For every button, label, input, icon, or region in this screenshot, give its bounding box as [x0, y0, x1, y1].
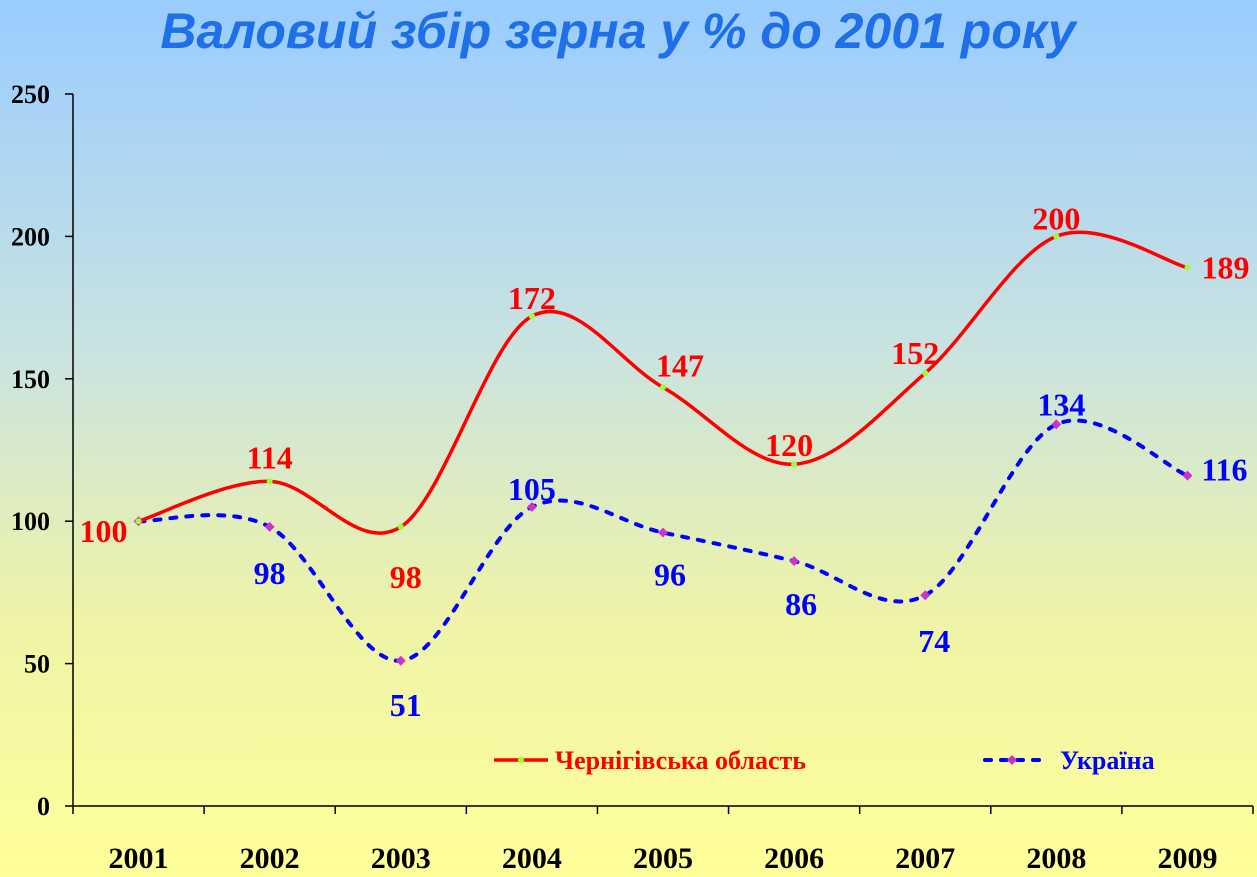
y-tick-label: 100 — [11, 507, 50, 536]
y-tick-label: 200 — [11, 222, 50, 251]
data-label: 147 — [656, 347, 704, 383]
x-tick-label: 2007 — [895, 842, 955, 875]
series-line-0 — [136, 230, 1190, 535]
data-label: 98 — [254, 555, 286, 591]
series-marker — [920, 590, 931, 601]
series-marker — [658, 527, 668, 538]
series-line-1 — [136, 418, 1190, 663]
x-tick-label: 2009 — [1157, 842, 1217, 875]
data-label: 100 — [80, 513, 128, 549]
x-tick-label: 2006 — [764, 842, 824, 875]
series-marker — [789, 556, 800, 567]
x-tick-label: 2008 — [1026, 842, 1086, 875]
data-label: 152 — [891, 335, 939, 371]
data-label: 96 — [654, 557, 686, 593]
series-marker — [1051, 419, 1062, 430]
data-label: 134 — [1037, 386, 1085, 422]
axes: 0 50 100 150 200 250 2001 2002 2003 2004 2005 2006 2… — [11, 80, 1254, 875]
legend-swatch-marker — [1007, 755, 1017, 765]
x-tick-label: 2001 — [109, 842, 169, 875]
data-label: 172 — [508, 280, 556, 316]
data-label: 51 — [390, 687, 422, 723]
series-marker — [135, 518, 142, 525]
chart-title: Валовий збір зерна у % до 2001 року — [160, 3, 1077, 59]
data-label: 120 — [765, 427, 813, 463]
data-label: 98 — [390, 559, 422, 595]
series-marker — [395, 655, 406, 666]
data-label: 74 — [918, 623, 950, 659]
series-marker — [526, 502, 537, 512]
series-marker — [1184, 264, 1191, 271]
legend-label: Чернігівська область — [555, 746, 806, 775]
y-tick-label: 150 — [11, 365, 50, 394]
series-marker — [264, 521, 275, 532]
legend-swatch-marker — [518, 757, 524, 763]
series-marker — [1053, 233, 1060, 240]
series-marker — [528, 313, 535, 320]
series-marker — [922, 370, 929, 377]
series-marker — [660, 384, 666, 391]
data-label: 114 — [247, 439, 293, 475]
data-label: 116 — [1201, 452, 1247, 488]
data-labels: 100 114 98 172 147 120 152 200 189 98 51 105 96 86 74 1… — [80, 200, 1250, 722]
x-tick-label: 2002 — [240, 842, 300, 875]
x-tick-label: 2005 — [633, 842, 693, 875]
data-label: 189 — [1201, 250, 1249, 286]
data-label: 105 — [508, 471, 556, 507]
y-tick-label: 250 — [11, 80, 50, 109]
legend: Чернігівська область Україна — [494, 746, 1155, 775]
series-layer — [133, 230, 1193, 666]
y-tick-label: 50 — [24, 650, 50, 679]
series-marker — [397, 523, 404, 530]
series-marker — [791, 461, 798, 468]
legend-label: Україна — [1060, 746, 1155, 775]
data-label: 200 — [1032, 200, 1080, 236]
x-tick-label: 2003 — [371, 842, 431, 875]
data-label: 86 — [785, 586, 817, 622]
series-marker — [266, 478, 273, 485]
y-tick-label: 0 — [37, 792, 50, 821]
series-marker — [1182, 470, 1193, 481]
x-tick-label: 2004 — [502, 842, 562, 875]
